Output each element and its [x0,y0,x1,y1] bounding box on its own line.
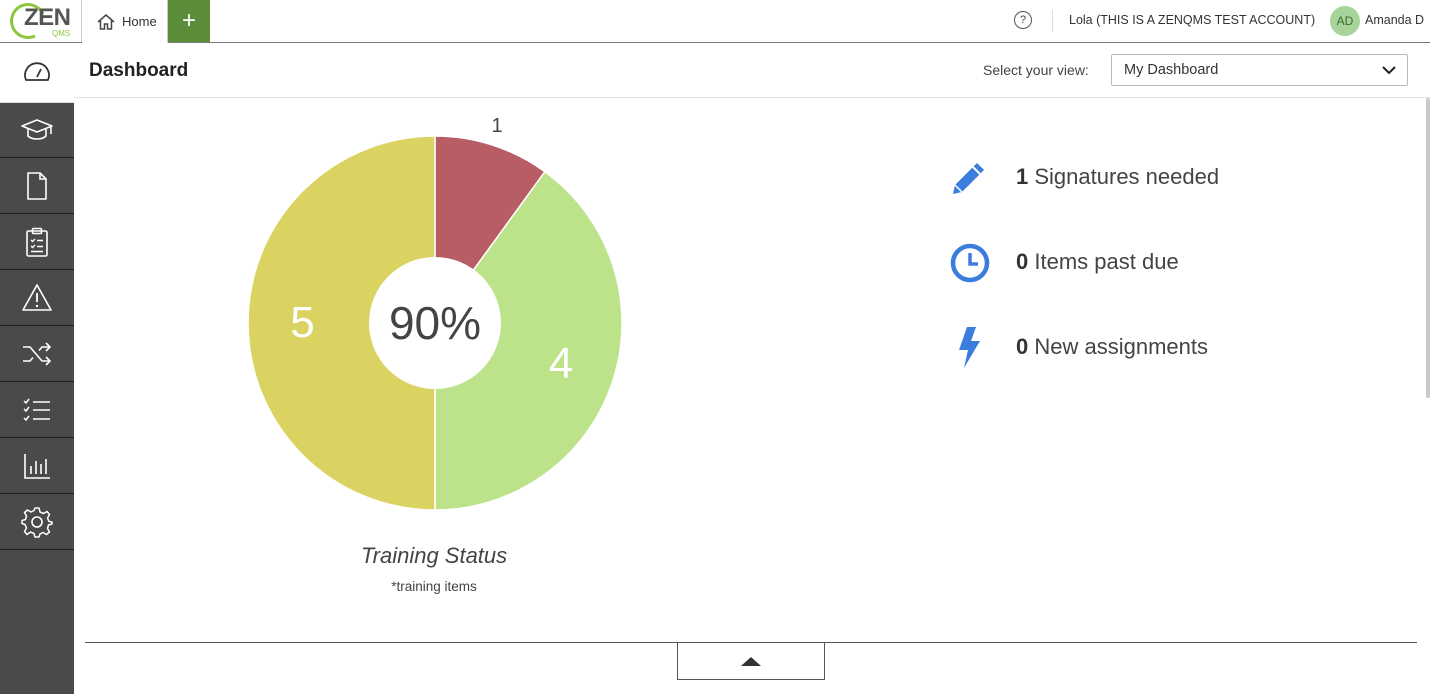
graduation-cap-icon [21,119,53,140]
sidebar-item-training[interactable] [0,103,74,158]
stat-new-assignments[interactable]: 0 New assignments [946,324,1208,370]
account-name[interactable]: Lola (THIS IS A ZENQMS TEST ACCOUNT) [1069,13,1316,27]
sidebar-item-workflows[interactable] [0,327,74,382]
logo-text: ZEN [24,4,71,31]
training-status-chart[interactable]: 1 4 5 90% [230,100,640,530]
user-name[interactable]: Amanda D [1365,13,1425,27]
checklist-icon [23,398,50,422]
scrollbar[interactable] [1426,98,1430,398]
clock-icon [946,239,992,285]
add-tab-button[interactable]: + [168,0,210,42]
sidebar-item-dashboard[interactable] [0,43,74,103]
document-icon [27,172,47,200]
view-select-value: My Dashboard [1124,62,1219,78]
page-title: Dashboard [89,60,189,81]
gear-icon [21,507,53,538]
caret-up-icon [741,657,761,666]
topbar-divider [1052,10,1053,32]
sidebar-item-tasks[interactable] [0,215,74,270]
tab-home[interactable]: Home [82,0,168,43]
tab-home-label: Home [122,14,157,29]
home-icon [97,13,115,30]
chevron-down-icon [1382,66,1396,75]
lightning-icon [946,324,992,370]
chart-center-label: 90% [389,297,481,349]
logo-sub: QMS [52,29,71,38]
shuffle-icon [23,342,52,366]
stat-signatures[interactable]: 1 Signatures needed [946,154,1219,200]
bar-chart-icon [24,454,50,479]
pie-slice[interactable] [434,170,623,511]
slice-label: 5 [290,298,314,347]
new-assignments-label: New assignments [1034,334,1209,359]
collapse-panel-button[interactable] [677,643,825,680]
bottom-divider [85,642,1417,643]
sidebar-item-checklists[interactable] [0,383,74,438]
chart-subtitle: *training items [391,579,477,594]
chart-title: Training Status [360,543,508,568]
dashboard-icon [24,61,50,81]
sidebar [0,43,74,694]
sidebar-item-reports[interactable] [0,439,74,494]
top-bar: ZEN QMS Home + ? Lola (THIS IS A ZENQMS … [0,0,1430,45]
slice-label: 1 [492,115,503,137]
logo[interactable]: ZEN QMS [0,0,82,45]
new-assignments-count: 0 [1016,334,1029,359]
past-due-count: 0 [1016,249,1029,274]
view-select[interactable]: My Dashboard [1111,54,1408,86]
warning-icon [22,284,52,311]
stat-past-due[interactable]: 0 Items past due [946,239,1179,285]
signatures-count: 1 [1016,164,1029,189]
view-select-label: Select your view: [983,62,1089,78]
sidebar-item-settings[interactable] [0,495,74,550]
pie-slice[interactable] [247,135,436,511]
donut-hole [369,257,501,389]
avatar[interactable]: AD [1330,6,1360,36]
sidebar-item-issues[interactable] [0,271,74,326]
header-divider [74,97,1430,98]
sidebar-item-documents[interactable] [0,159,74,214]
pencil-icon [946,154,992,200]
clipboard-icon [26,227,48,257]
past-due-label: Items past due [1034,249,1179,274]
signatures-label: Signatures needed [1034,164,1220,189]
help-icon[interactable]: ? [1014,11,1032,29]
slice-label: 4 [549,339,573,388]
